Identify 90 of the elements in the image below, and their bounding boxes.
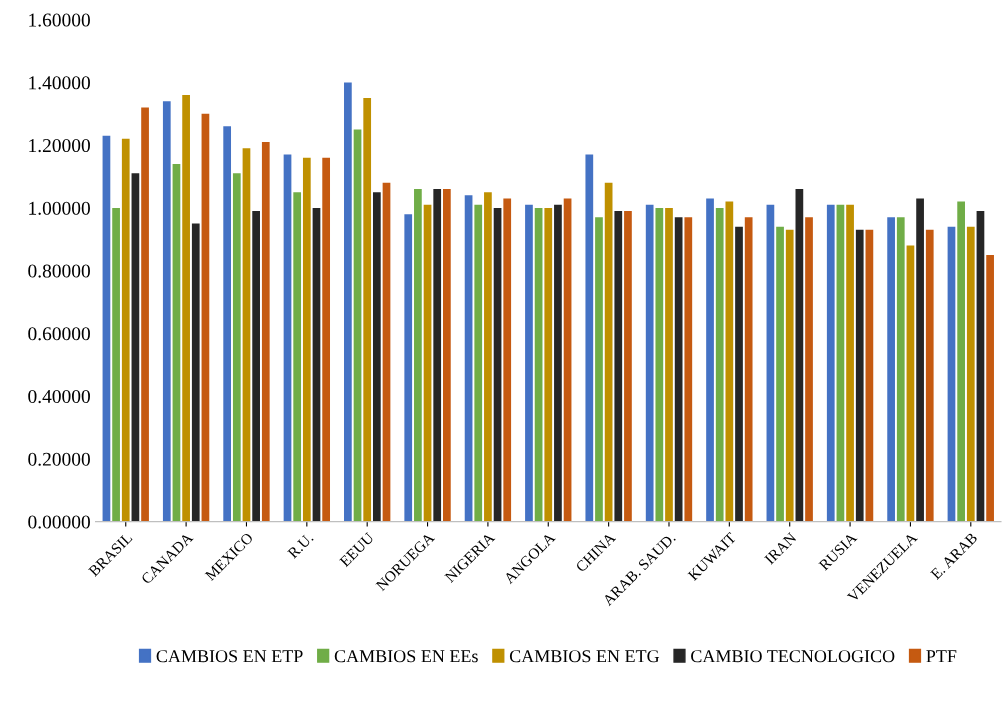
- bar: [322, 157, 331, 522]
- bar: [443, 189, 451, 522]
- bar: [493, 207, 502, 522]
- y-tick-label: 1.60000: [29, 13, 90, 27]
- legend-label: CAMBIOS EN ETG: [509, 650, 660, 663]
- bar: [766, 204, 775, 522]
- bar: [525, 204, 533, 522]
- bar: [534, 207, 543, 522]
- bar: [344, 82, 352, 522]
- bar: [141, 107, 149, 522]
- bar: [312, 207, 321, 522]
- bar: [112, 207, 120, 522]
- bar: [776, 226, 784, 522]
- bar: [223, 126, 232, 522]
- bar: [433, 189, 442, 522]
- bar: [464, 195, 473, 522]
- bar: [896, 217, 905, 522]
- bar: [887, 217, 895, 522]
- bar: [957, 201, 965, 522]
- bar: [372, 192, 381, 522]
- bar: [795, 189, 804, 522]
- bar: [674, 217, 683, 522]
- bar: [744, 217, 753, 522]
- bar: [735, 226, 743, 522]
- bar: [865, 229, 874, 522]
- bar: [191, 223, 200, 522]
- bar: [544, 207, 553, 522]
- bar: [805, 217, 813, 522]
- bar: [624, 211, 632, 522]
- bar: [785, 229, 794, 522]
- bar: [302, 157, 311, 522]
- bar: [162, 101, 171, 522]
- y-tick-label: 0.80000: [28, 264, 90, 278]
- bar: [252, 211, 260, 522]
- bar: [503, 198, 512, 522]
- legend-label: CAMBIOS EN ETP: [156, 650, 303, 663]
- bar: [655, 207, 664, 522]
- bar: [484, 192, 492, 522]
- bar: [232, 173, 241, 522]
- y-tick-label: 0.00000: [28, 515, 90, 529]
- bar: [404, 214, 413, 522]
- bar: [614, 211, 623, 522]
- bar: [585, 154, 594, 522]
- bar: [563, 198, 572, 522]
- bar: [684, 217, 693, 522]
- bar: [665, 207, 673, 522]
- bar: [363, 98, 372, 522]
- bar: [846, 204, 854, 522]
- bar: [836, 204, 845, 522]
- y-tick-label: 1.40000: [29, 76, 90, 90]
- bar: [855, 229, 864, 522]
- bar: [102, 135, 111, 522]
- legend-label: CAMBIOS EN EEs: [334, 650, 478, 663]
- bar: [242, 148, 251, 522]
- bar: [554, 204, 562, 522]
- bar: [261, 142, 270, 522]
- bar: [947, 226, 956, 522]
- legend-label: CAMBIO TECNOLOGICO: [691, 650, 895, 663]
- bar: [906, 245, 915, 522]
- bar: [423, 204, 432, 522]
- bar: [131, 173, 140, 522]
- bar: [925, 229, 934, 522]
- bar: [382, 182, 391, 522]
- bar: [976, 211, 985, 522]
- bar: [715, 207, 724, 522]
- bar: [414, 189, 422, 522]
- bar: [916, 198, 924, 522]
- bar: [966, 226, 975, 522]
- legend-label: PTF: [926, 650, 957, 663]
- bar: [182, 94, 190, 522]
- bar: [725, 201, 734, 522]
- bar: [474, 204, 483, 522]
- bar: [645, 204, 654, 522]
- y-tick-label: 0.60000: [28, 327, 90, 341]
- bar: [172, 163, 181, 522]
- bar: [201, 113, 210, 522]
- bar: [283, 154, 292, 522]
- y-tick-label: 0.40000: [28, 389, 90, 404]
- bar: [604, 182, 613, 522]
- y-tick-label: 0.20000: [28, 452, 90, 466]
- bar: [706, 198, 714, 522]
- x-tick-label: R.U.: [287, 532, 314, 560]
- bar: [293, 192, 302, 522]
- bar: [986, 254, 994, 522]
- bar: [353, 129, 362, 522]
- bar: [595, 217, 603, 522]
- bar: [826, 204, 835, 522]
- bar: [121, 138, 130, 522]
- y-tick-label: 1.00000: [29, 201, 90, 215]
- y-tick-label: 1.20000: [29, 138, 90, 153]
